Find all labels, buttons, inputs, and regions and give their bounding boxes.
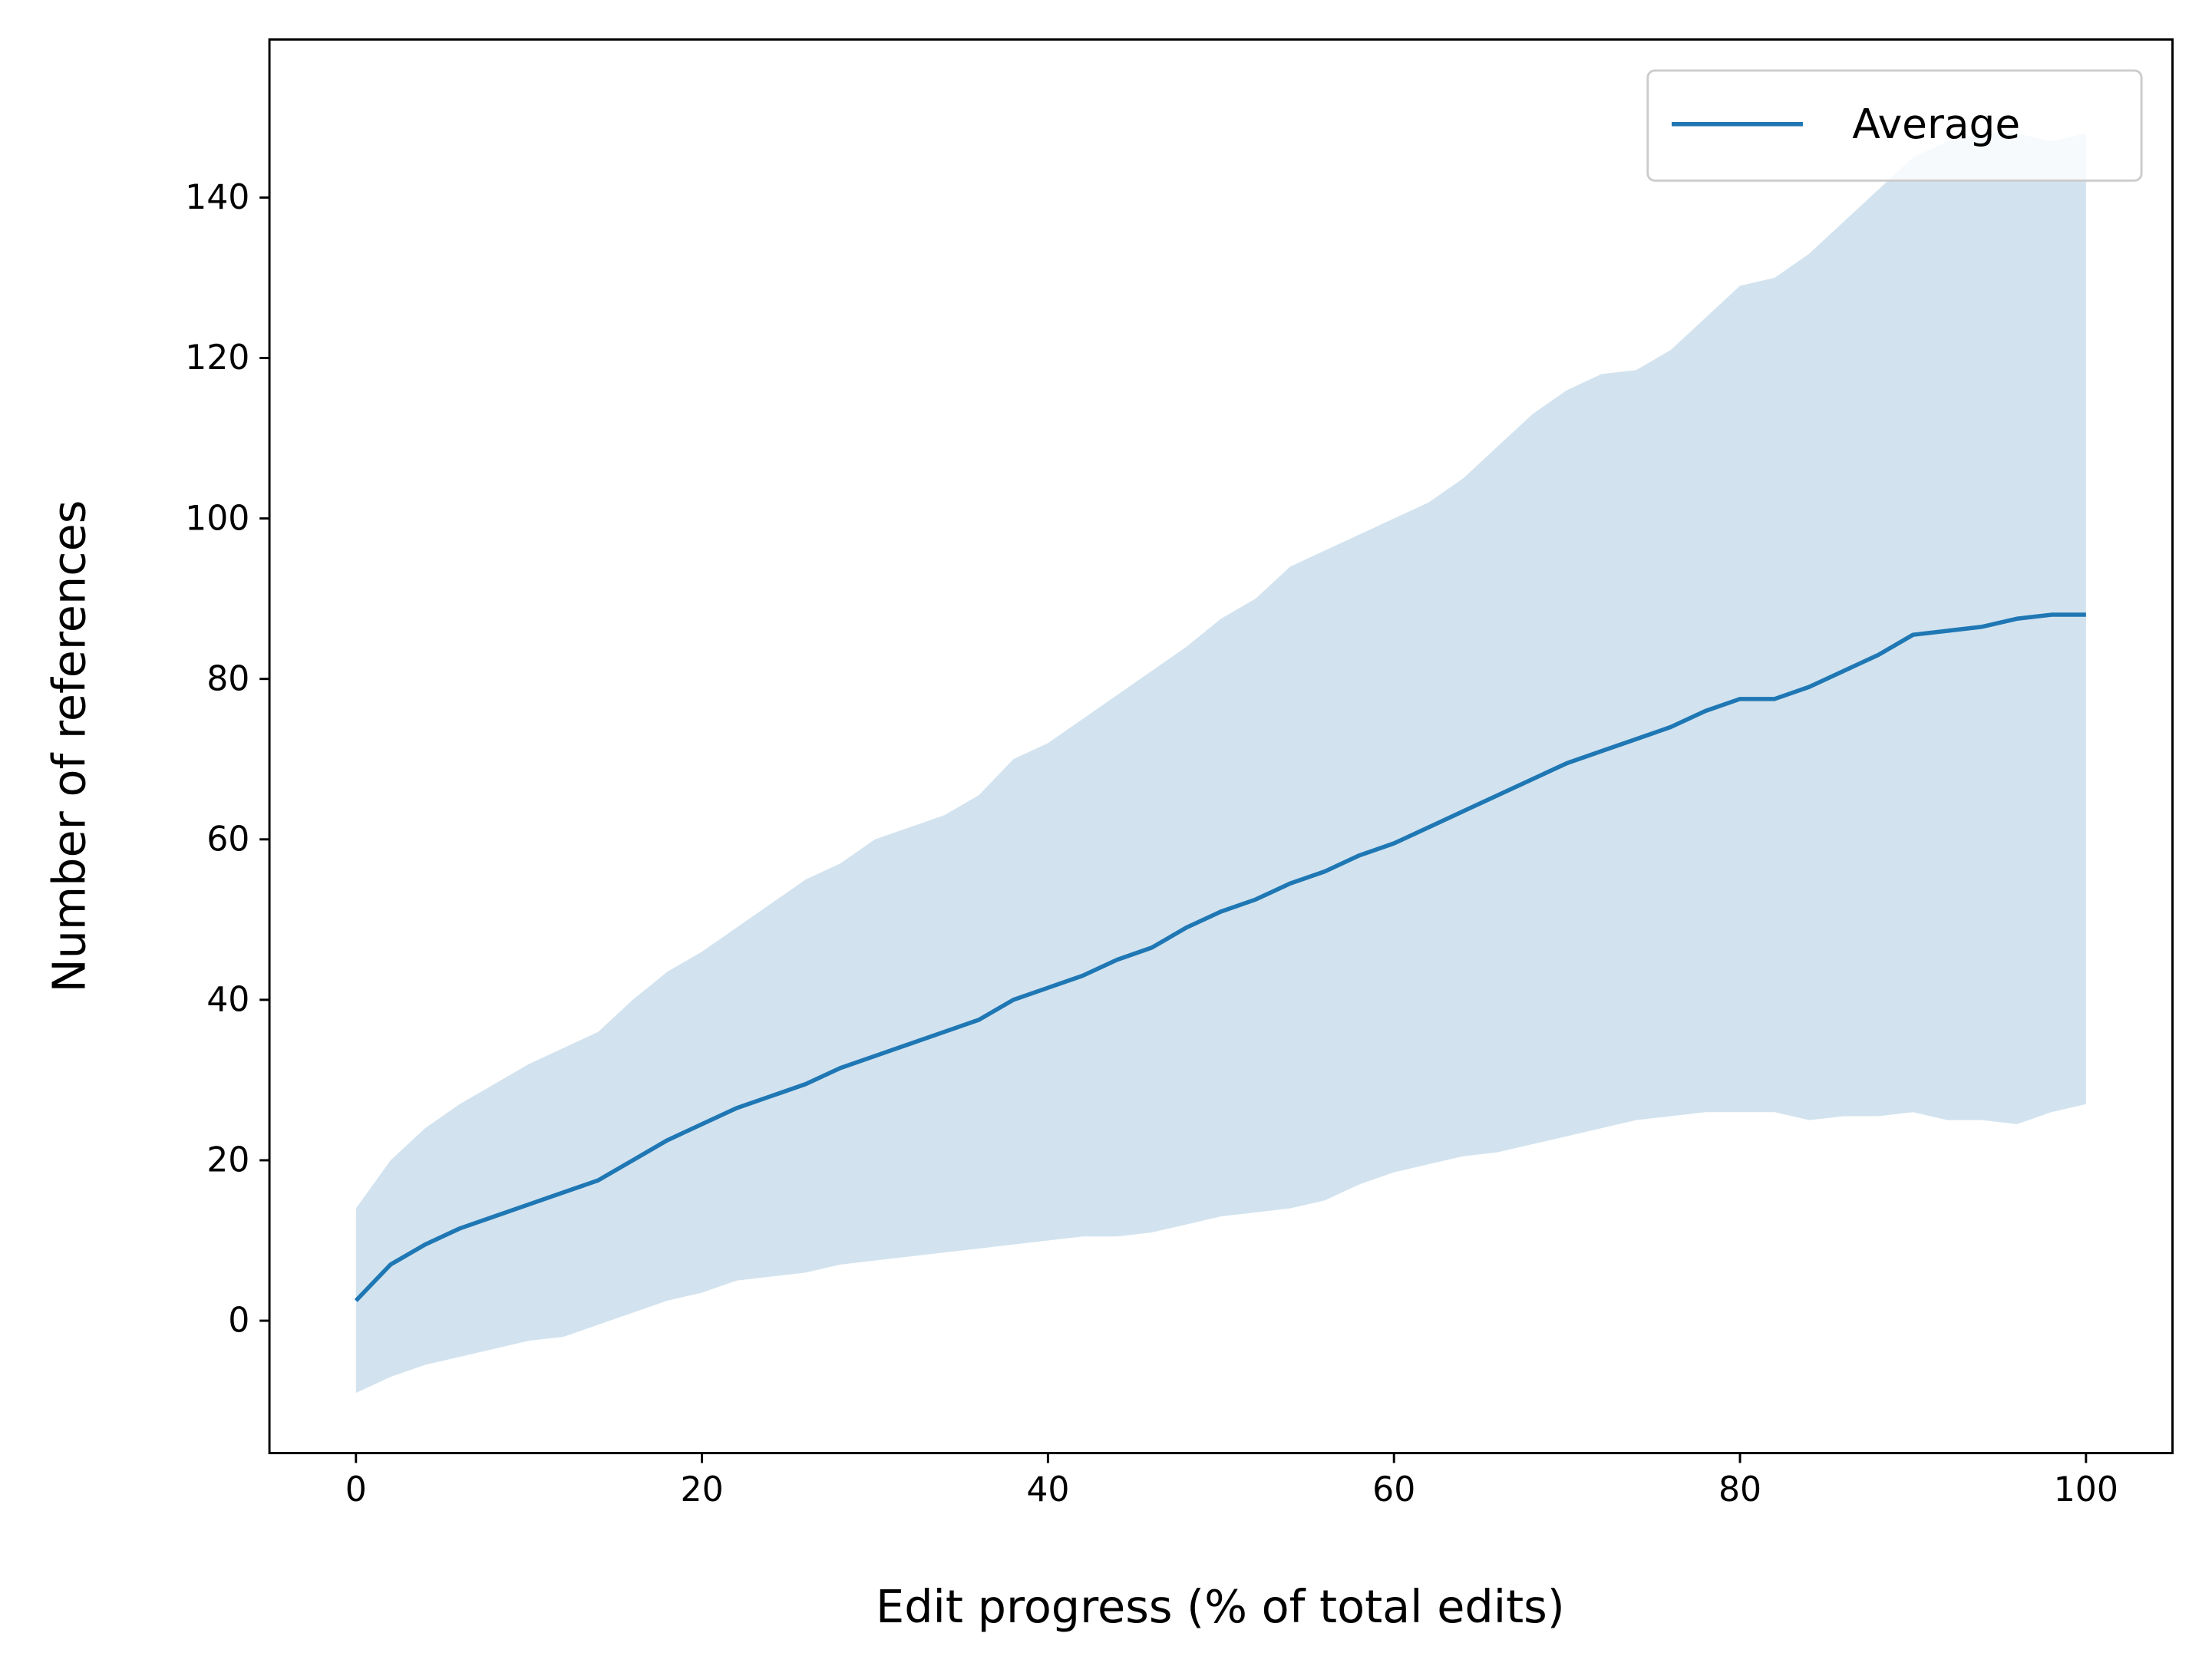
x-tick-label: 80 <box>1718 1470 1761 1509</box>
y-tick-label: 120 <box>185 338 249 378</box>
x-tick-label: 0 <box>345 1470 367 1509</box>
y-tick-label: 40 <box>206 981 249 1020</box>
line <box>354 612 2086 1302</box>
x-tick-label: 100 <box>2054 1470 2118 1509</box>
x-tick-label: 60 <box>1372 1470 1415 1509</box>
x-tick-label: 20 <box>681 1470 724 1509</box>
y-tick-label: 100 <box>185 499 249 538</box>
y-axis-label: Number of references <box>42 500 95 993</box>
band-area <box>355 133 2086 1394</box>
legend-box <box>1646 69 2143 182</box>
plot-frame <box>268 38 2174 1455</box>
y-tick-label: 80 <box>206 659 249 698</box>
y-tick-label: 60 <box>206 820 249 859</box>
legend-label: Average <box>1852 101 2020 148</box>
y-tick-label: 20 <box>206 1141 249 1180</box>
x-tick-label: 40 <box>1026 1470 1069 1509</box>
x-axis-label: Edit progress (% of total edits) <box>876 1580 1565 1633</box>
y-tick-label: 140 <box>185 178 249 217</box>
y-tick-label: 0 <box>228 1302 249 1341</box>
